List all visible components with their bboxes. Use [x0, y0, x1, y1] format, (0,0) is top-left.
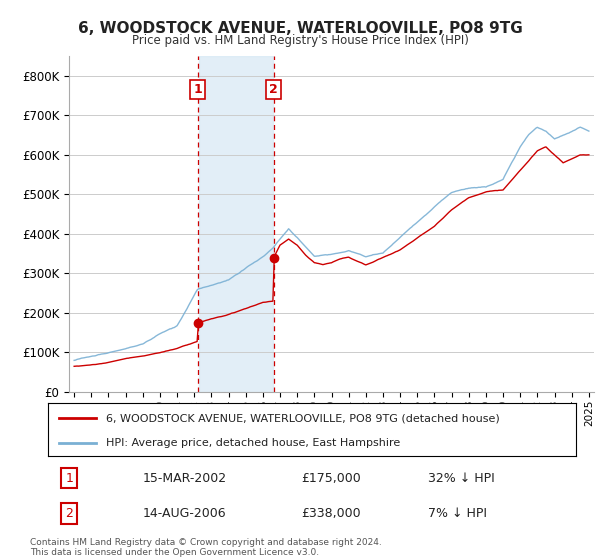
Text: 1: 1	[65, 472, 73, 485]
Text: 32% ↓ HPI: 32% ↓ HPI	[428, 472, 495, 485]
Text: 14-AUG-2006: 14-AUG-2006	[143, 507, 227, 520]
Text: 2: 2	[65, 507, 73, 520]
Text: 1: 1	[193, 83, 202, 96]
Text: 7% ↓ HPI: 7% ↓ HPI	[428, 507, 487, 520]
Text: 6, WOODSTOCK AVENUE, WATERLOOVILLE, PO8 9TG (detached house): 6, WOODSTOCK AVENUE, WATERLOOVILLE, PO8 …	[106, 413, 500, 423]
Text: £338,000: £338,000	[301, 507, 361, 520]
Text: 6, WOODSTOCK AVENUE, WATERLOOVILLE, PO8 9TG: 6, WOODSTOCK AVENUE, WATERLOOVILLE, PO8 …	[77, 21, 523, 36]
Text: Price paid vs. HM Land Registry's House Price Index (HPI): Price paid vs. HM Land Registry's House …	[131, 34, 469, 46]
Text: 15-MAR-2002: 15-MAR-2002	[143, 472, 227, 485]
Text: 2: 2	[269, 83, 278, 96]
Text: HPI: Average price, detached house, East Hampshire: HPI: Average price, detached house, East…	[106, 438, 400, 448]
Text: Contains HM Land Registry data © Crown copyright and database right 2024.
This d: Contains HM Land Registry data © Crown c…	[30, 538, 382, 557]
Text: £175,000: £175,000	[301, 472, 361, 485]
